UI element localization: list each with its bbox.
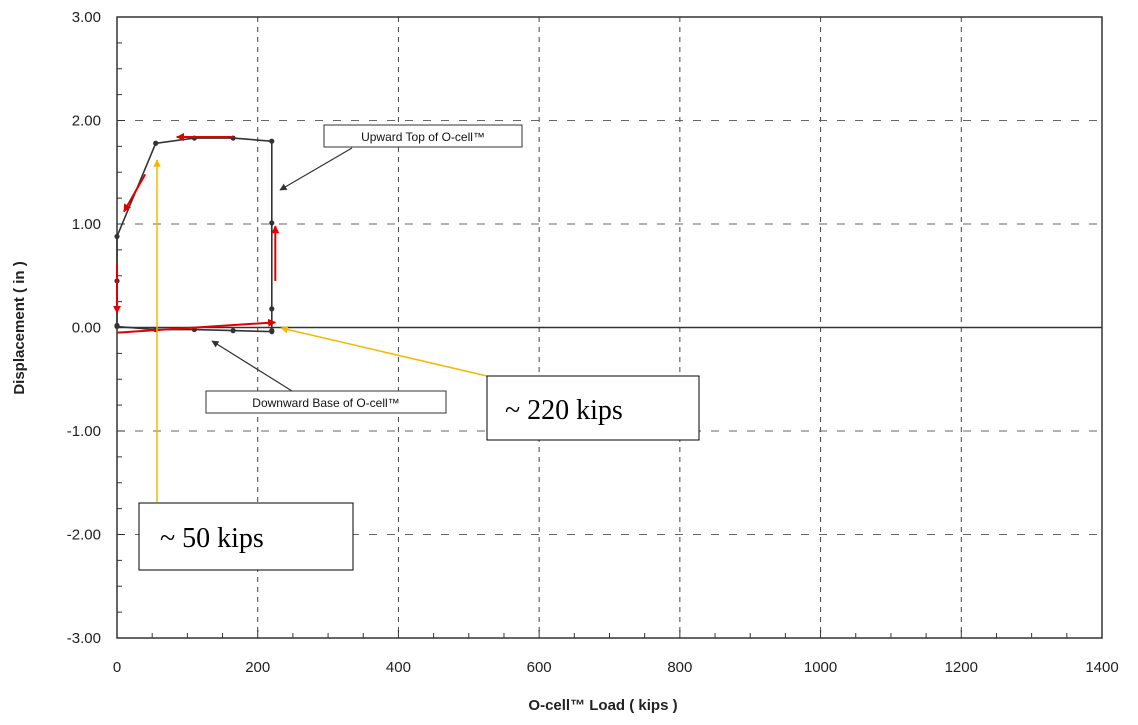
y-tick-label: -3.00 bbox=[67, 630, 101, 647]
callout-upward: Upward Top of O-cell™ bbox=[279, 124, 523, 191]
y-tick-label: 0.00 bbox=[72, 320, 101, 337]
y-tick-label: 1.00 bbox=[72, 216, 101, 233]
callout-upward-pointer bbox=[279, 147, 353, 191]
y-tick-label: -1.00 bbox=[67, 423, 101, 440]
callout-downward-box bbox=[205, 390, 447, 414]
annotation-220-arrow bbox=[280, 325, 488, 377]
callout-downward: Downward Base of O-cell™ bbox=[205, 340, 447, 414]
x-tick-label: 400 bbox=[386, 659, 411, 676]
x-tick-label: 200 bbox=[245, 659, 270, 676]
x-axis-title: O-cell™ Load ( kips ) bbox=[528, 697, 677, 714]
annotation-220-label: ~ 220 kips bbox=[505, 395, 623, 426]
annotation-50-label: ~ 50 kips bbox=[160, 523, 264, 554]
data-point bbox=[269, 138, 275, 144]
annotation-220-box bbox=[486, 375, 700, 441]
data-point bbox=[230, 328, 236, 334]
callout-downward-pointer bbox=[211, 340, 293, 392]
x-tick-label: 0 bbox=[113, 659, 121, 676]
series-downward bbox=[114, 323, 275, 335]
data-point bbox=[153, 140, 159, 146]
callout-downward-label: Downward Base of O-cell™ bbox=[252, 396, 399, 410]
tick-labels: 0 200 400 600 800 1000 1200 1400 3.00 2.00 1.00 0.0… bbox=[67, 9, 1119, 676]
y-tick-label: 2.00 bbox=[72, 113, 101, 130]
x-tick-label: 600 bbox=[527, 659, 552, 676]
x-tick-label: 800 bbox=[667, 659, 692, 676]
data-point bbox=[114, 323, 120, 330]
direction-arrow bbox=[116, 318, 277, 334]
y-tick-label: -2.00 bbox=[67, 527, 101, 544]
red-arrows-layer bbox=[113, 133, 280, 334]
data-point bbox=[269, 329, 275, 335]
annotation-50-box bbox=[138, 502, 354, 571]
x-tick-label: 1200 bbox=[945, 659, 978, 676]
series-layer bbox=[114, 135, 275, 335]
callout-upward-label: Upward Top of O-cell™ bbox=[361, 130, 485, 144]
callout-upward-box bbox=[323, 124, 523, 148]
annotation-50: ~ 50 kips bbox=[138, 159, 354, 571]
x-tick-label: 1000 bbox=[804, 659, 837, 676]
series-upward bbox=[114, 135, 275, 334]
data-point bbox=[269, 220, 275, 226]
data-point bbox=[114, 233, 120, 240]
y-axis-title: Displacement ( in ) bbox=[11, 261, 28, 394]
direction-arrow bbox=[123, 173, 147, 213]
series-upward-line bbox=[116, 137, 273, 331]
y-tick-label: 3.00 bbox=[72, 9, 101, 26]
x-tick-label: 1400 bbox=[1085, 659, 1118, 676]
data-point bbox=[269, 306, 275, 312]
annotation-220: ~ 220 kips bbox=[280, 325, 700, 441]
